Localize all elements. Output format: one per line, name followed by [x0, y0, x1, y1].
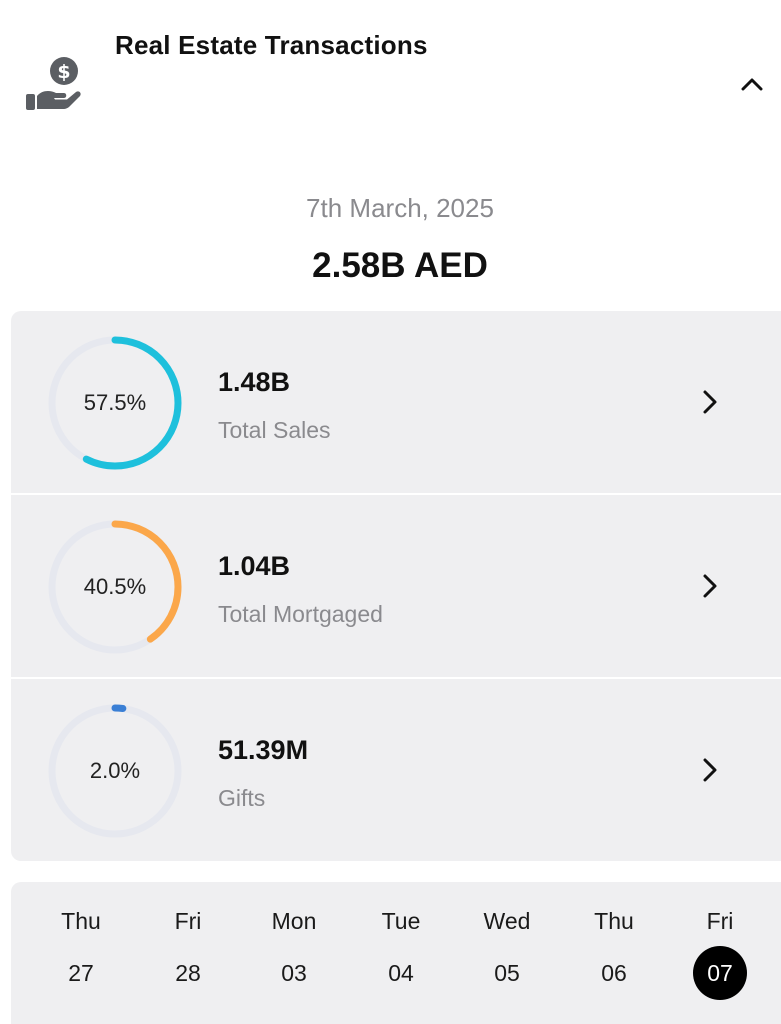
day-number: 07: [693, 946, 747, 1000]
amount-value: 1.04B: [218, 551, 291, 581]
percent-label: 2.0%: [89, 758, 141, 783]
chevron-right-icon[interactable]: [695, 753, 725, 787]
day-item[interactable]: Fri 07: [675, 882, 765, 1024]
amount-value: 1.48B: [218, 367, 291, 397]
category-label: Gifts: [218, 785, 266, 811]
section-header: $ Real Estate Transactions: [0, 0, 781, 140]
progress-ring: [48, 336, 182, 470]
selected-date: 7th March, 2025: [306, 193, 494, 223]
day-item[interactable]: Fri 28: [143, 882, 233, 1024]
day-name: Thu: [594, 908, 634, 934]
chevron-right-icon[interactable]: [695, 385, 725, 419]
breakdown-panel: 57.5% 1.48B Total Sales 40.5% 1.04B Tota…: [11, 311, 781, 861]
category-label: Total Sales: [218, 417, 331, 443]
day-name: Wed: [483, 908, 531, 934]
date-strip: Thu 27 Fri 28 Mon 03 Tue 04 Wed 05 Thu 0…: [11, 882, 781, 1024]
amount-value: 51.39M: [218, 735, 309, 765]
day-name: Thu: [61, 908, 101, 934]
chevron-right-icon[interactable]: [695, 569, 725, 603]
day-number: 04: [388, 960, 414, 986]
percent-label: 40.5%: [83, 574, 147, 599]
breakdown-row-gifts[interactable]: 2.0% 51.39M Gifts: [11, 679, 781, 861]
day-number: 06: [601, 960, 627, 986]
day-item[interactable]: Thu 06: [569, 882, 659, 1024]
percent-label: 57.5%: [83, 390, 147, 415]
breakdown-row-total-sales[interactable]: 57.5% 1.48B Total Sales: [11, 311, 781, 493]
day-item[interactable]: Tue 04: [356, 882, 446, 1024]
hand-holding-dollar-icon: $: [26, 57, 81, 110]
day-name: Fri: [706, 908, 734, 934]
row-divider: [11, 493, 781, 495]
total-amount: 2.58B AED: [312, 246, 488, 285]
day-number: 05: [494, 960, 520, 986]
day-number: 27: [68, 960, 94, 986]
section-title: Real Estate Transactions: [115, 30, 428, 60]
chevron-up-icon[interactable]: [732, 66, 772, 102]
day-name: Mon: [271, 908, 317, 934]
day-number: 28: [175, 960, 201, 986]
row-divider: [11, 677, 781, 679]
day-name: Fri: [174, 908, 202, 934]
day-item[interactable]: Mon 03: [249, 882, 339, 1024]
day-number: 03: [281, 960, 307, 986]
progress-ring: [48, 520, 182, 654]
progress-ring: [48, 704, 182, 838]
category-label: Total Mortgaged: [218, 601, 383, 627]
day-item[interactable]: Thu 27: [36, 882, 126, 1024]
day-name: Tue: [381, 908, 421, 934]
svg-text:$: $: [57, 61, 70, 83]
day-item[interactable]: Wed 05: [462, 882, 552, 1024]
breakdown-row-total-mortgaged[interactable]: 40.5% 1.04B Total Mortgaged: [11, 495, 781, 677]
